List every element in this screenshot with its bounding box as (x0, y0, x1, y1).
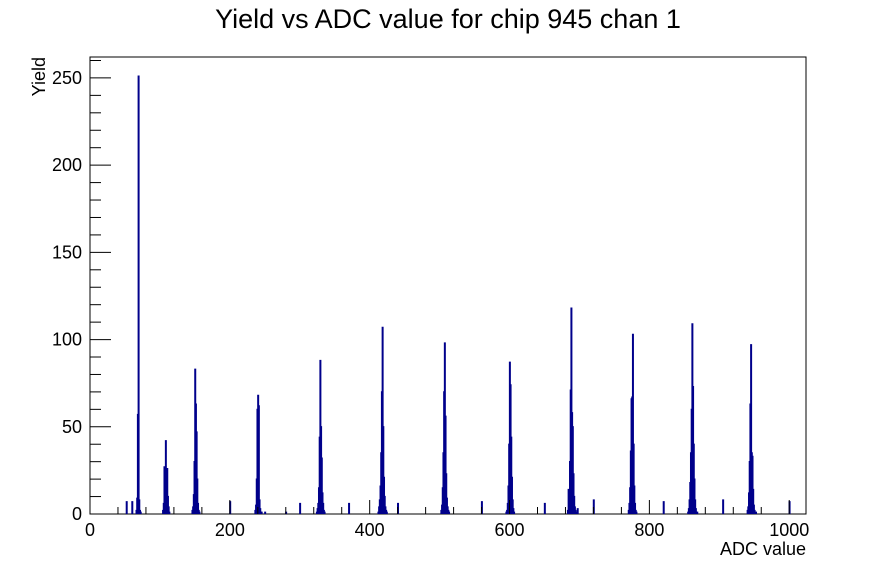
x-tick-label: 800 (634, 520, 664, 540)
x-tick-label: 600 (495, 520, 525, 540)
x-tick-label: 200 (215, 520, 245, 540)
y-tick-label: 50 (62, 417, 82, 437)
histogram-bin (257, 405, 260, 514)
histogram-bin (166, 468, 169, 514)
histogram-bin (382, 426, 385, 514)
histogram-bin (693, 478, 696, 514)
histogram-bin (751, 455, 754, 514)
histogram-bin (722, 499, 725, 514)
histogram-bin (164, 440, 167, 514)
histogram-bin (513, 511, 516, 514)
y-axis-ticks: 0 50 100 150 200 250 (52, 59, 111, 524)
chart-title: Yield vs ADC value for chip 945 chan 1 (215, 4, 681, 34)
y-axis-title: Yield (29, 57, 49, 96)
x-axis-title: ADC value (720, 539, 806, 559)
histogram-bin (510, 476, 513, 514)
y-tick-label: 150 (52, 242, 82, 262)
histogram-bin (632, 443, 635, 514)
histogram-bin (320, 457, 323, 514)
histogram-bin (166, 495, 169, 514)
x-tick-label: 400 (355, 520, 385, 540)
histogram-bin (383, 495, 386, 514)
histogram-bin (445, 473, 448, 514)
histogram-bin (348, 502, 351, 514)
y-tick-label: 0 (72, 504, 82, 524)
x-tick-label: 0 (85, 520, 95, 540)
histogram-bin (323, 511, 326, 514)
histogram-bin (198, 511, 201, 514)
y-tick-label: 250 (52, 68, 82, 88)
histogram-bin (197, 502, 200, 514)
histogram-bin (635, 511, 638, 514)
histogram-bin (299, 502, 302, 514)
histogram-bin (196, 478, 199, 514)
histogram-bin (195, 431, 198, 514)
histogram-bin (576, 508, 579, 514)
histogram-bin (322, 502, 325, 514)
histogram-bin (575, 511, 578, 514)
histogram-bin (662, 501, 665, 514)
histogram-bin (383, 476, 386, 514)
histogram-bin (512, 508, 515, 514)
histogram-bin (634, 502, 637, 514)
x-axis-ticks: 0 200 400 600 800 1000 (85, 500, 809, 540)
histogram-bin (696, 511, 699, 514)
histogram-bin (752, 488, 755, 514)
histogram-bin (752, 504, 755, 514)
histogram-bin (264, 511, 267, 514)
histogram-bin (131, 501, 134, 514)
histogram-bin (385, 511, 388, 514)
histogram-bin (448, 511, 451, 514)
histogram-bin (381, 326, 384, 514)
y-tick-label: 200 (52, 155, 82, 175)
histogram-bin (694, 508, 697, 514)
histogram-bin (755, 511, 758, 514)
y-tick-label: 100 (52, 330, 82, 350)
histogram-bin (631, 333, 634, 514)
histogram-bin (167, 506, 170, 514)
histogram-bin (258, 499, 261, 514)
histogram-bin (445, 497, 448, 514)
histogram-bin (138, 499, 141, 514)
histogram-bin (573, 495, 576, 514)
histogram-bin (444, 415, 447, 514)
histogram-bin (511, 499, 514, 514)
histogram-bin (750, 344, 753, 514)
histogram-bin (570, 307, 573, 514)
histogram-bin (543, 502, 546, 514)
histogram-bin (510, 436, 513, 514)
histogram-bin (259, 508, 262, 514)
histogram-bin (633, 485, 636, 514)
histogram-bin (168, 511, 171, 514)
histogram-bin (572, 473, 575, 514)
histogram-bars (125, 75, 791, 514)
histogram-bin (694, 499, 697, 514)
histogram-bin (260, 511, 263, 514)
x-tick-label: 1000 (769, 520, 809, 540)
histogram-bin (571, 426, 574, 514)
histogram-bin (139, 511, 142, 514)
histogram-bin (137, 75, 140, 514)
histogram-bin (125, 501, 128, 514)
